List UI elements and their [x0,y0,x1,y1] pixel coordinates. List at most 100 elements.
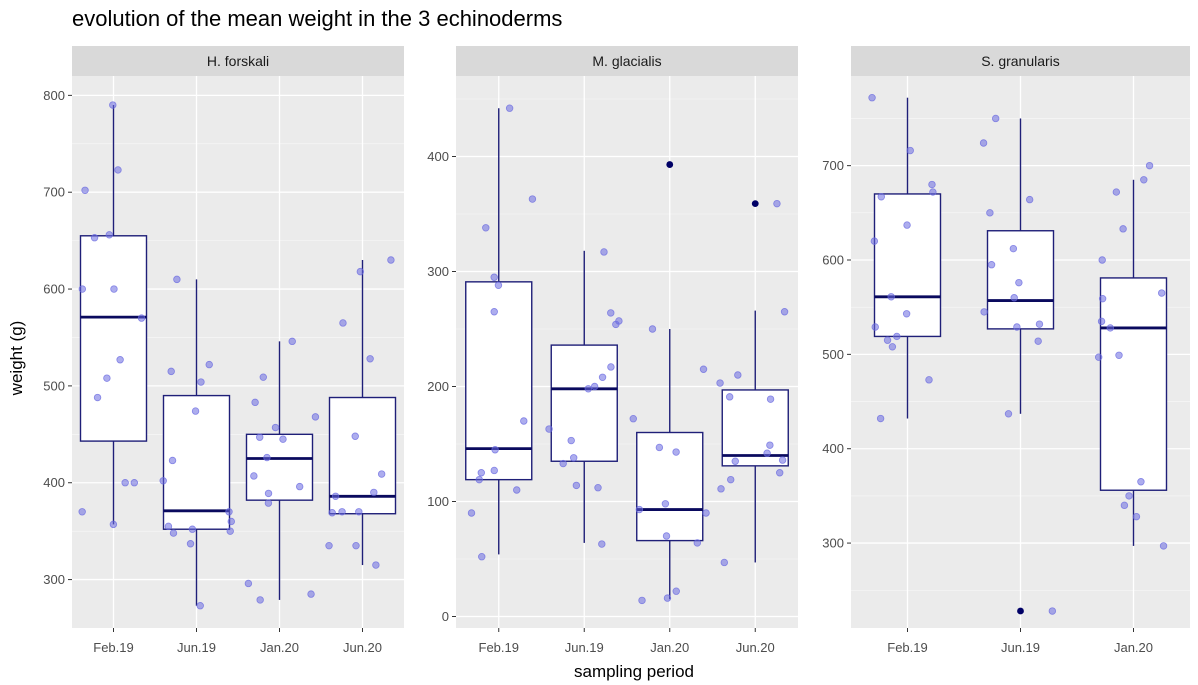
jitter-point [164,522,173,531]
jitter-point [475,475,483,484]
jitter-point [188,525,197,533]
jitter-point [256,433,264,441]
boxplot-jan20 [1094,161,1168,550]
jitter-point [105,231,113,239]
jitter-point [513,486,521,494]
jitter-point [893,332,901,341]
y-tick-label: 600 [43,282,65,297]
jitter-point [477,469,485,477]
iqr-box [636,431,704,542]
jitter-point [528,195,537,203]
iqr-box [328,396,397,515]
jitter-point [1140,176,1148,184]
jitter-point [352,541,360,550]
facet-strip [456,46,798,76]
jitter-point [883,336,892,344]
jitter-point [370,488,378,497]
jitter-point [1119,225,1127,233]
jitter-point [903,221,911,229]
jitter-point [1048,607,1057,615]
jitter-point [490,308,498,316]
jitter-point [225,508,233,516]
x-tick-label: Jun.20 [736,640,775,655]
jitter-point [716,379,724,387]
y-tick-label: 800 [43,88,65,103]
jitter-point [876,414,885,423]
jitter-point [494,281,503,289]
jitter-point [598,373,607,381]
jitter-point [109,101,117,109]
jitter-point [226,527,234,535]
jitter-point [355,508,363,516]
jitter-point [78,285,87,293]
jitter-point [559,459,567,468]
boxplot-feb19 [868,94,942,423]
jitter-point [584,385,592,393]
jitter-point [1010,294,1018,302]
jitter-point [868,94,876,102]
jitter-point [776,469,784,477]
outlier-point [1017,607,1024,615]
y-tick-label: 100 [427,494,449,509]
jitter-point [1098,294,1107,303]
jitter-point [478,553,486,561]
boxplot-jan20 [244,337,320,604]
x-axis-title: sampling period [574,662,694,681]
jitter-point [331,492,340,500]
jitter-point [594,484,602,492]
jitter-point [93,393,102,402]
y-tick-label: 400 [427,149,449,164]
jitter-point [196,602,204,610]
jitter-point [81,186,89,194]
jitter-point [766,441,774,449]
boxplot-feb19 [465,104,537,561]
jitter-point [90,234,99,242]
boxplot-jun19 [545,248,623,548]
x-tick-label: Jun.19 [177,640,216,655]
jitter-point [137,314,146,322]
jitter-point [520,417,528,425]
jitter-point [366,355,374,363]
jitter-point [648,325,657,333]
jitter-point [1015,278,1023,287]
jitter-point [763,449,771,457]
jitter-point [339,319,347,327]
jitter-point [307,590,315,598]
boxplot-feb19 [78,101,148,529]
y-tick-label: 500 [43,378,65,393]
jitter-point [328,509,336,517]
jitter-point [877,193,885,201]
jitter-point [205,360,213,369]
jitter-point [629,415,637,423]
iqr-box [465,281,533,481]
jitter-point [780,308,789,316]
jitter-point [929,188,937,196]
jitter-point [338,508,346,516]
jitter-point [545,425,553,433]
jitter-point [661,500,670,508]
jitter-point [987,261,996,269]
jitter-point [505,104,514,112]
x-tick-label: Jun.19 [1001,640,1040,655]
jitter-point [1025,195,1034,204]
jitter-point [387,256,395,264]
jitter-point [725,393,734,401]
jitter-point [1125,492,1133,500]
jitter-point [271,423,280,432]
outlier-point [666,161,674,168]
jitter-point [114,166,122,174]
x-tick-label: Jan.20 [1114,640,1153,655]
jitter-point [116,356,124,364]
y-tick-label: 600 [822,253,844,268]
jitter-point [78,508,86,516]
jitter-point [168,456,177,465]
jitter-point [672,587,680,595]
facets-layer: H. forskali 300 400 500 600 700 800 Feb.19 Jun.1… [43,46,1190,655]
jitter-point [295,482,304,491]
boxplot-jun20 [325,256,397,569]
y-tick-label: 500 [822,347,844,362]
jitter-point [638,596,646,605]
jitter-point [167,367,175,376]
jitter-point [1094,353,1103,361]
jitter-point [263,453,271,462]
